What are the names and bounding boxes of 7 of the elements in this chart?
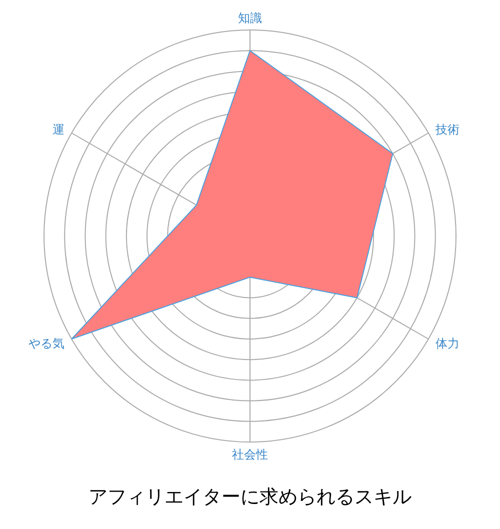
- spoke-label: 社会性: [232, 448, 268, 462]
- spoke-label: 技術: [434, 122, 460, 136]
- spoke-label: 体力: [435, 336, 460, 350]
- spoke-label: やる気: [28, 336, 65, 350]
- spoke-label: 知識: [238, 11, 262, 25]
- text: アフィリエイターに求められるスキル: [88, 485, 412, 510]
- spoke-label: 運: [52, 122, 65, 136]
